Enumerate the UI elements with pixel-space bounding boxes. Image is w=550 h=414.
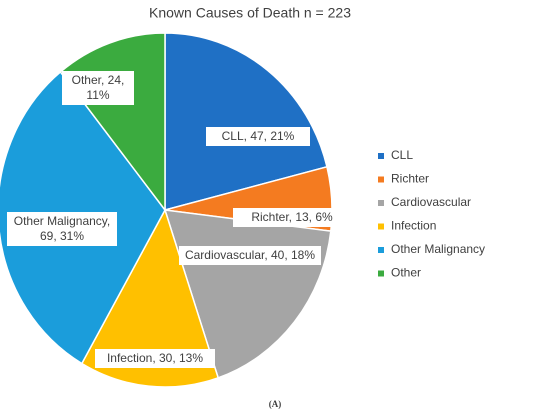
pie-slice	[164, 32, 328, 211]
data-label: Richter, 13, 6%	[233, 208, 351, 227]
data-label: Other, 24, 11%	[62, 71, 134, 105]
chart-title: Known Causes of Death n = 223	[149, 5, 351, 21]
pie-slice	[80, 208, 220, 388]
legend-swatch	[378, 270, 384, 277]
legend-label: CLL	[391, 148, 413, 162]
legend-label: Cardiovascular	[391, 195, 471, 209]
legend-swatch	[378, 200, 384, 206]
legend-label: Richter	[391, 172, 429, 186]
data-label: Infection, 30, 13%	[95, 349, 215, 368]
legend-label: Infection	[391, 219, 436, 233]
data-label: CLL, 47, 21%	[206, 127, 310, 146]
data-label: Cardiovascular, 40, 18%	[179, 246, 321, 265]
legend-label: Other Malignancy	[391, 242, 485, 256]
legend-label: Other	[391, 266, 421, 280]
legend-swatch	[378, 247, 384, 253]
data-label: Other Malignancy, 69, 31%	[7, 212, 117, 246]
legend-swatch	[378, 223, 384, 230]
legend-swatch	[378, 176, 384, 183]
legend-swatch	[378, 153, 384, 159]
caption: (A)	[269, 399, 282, 409]
